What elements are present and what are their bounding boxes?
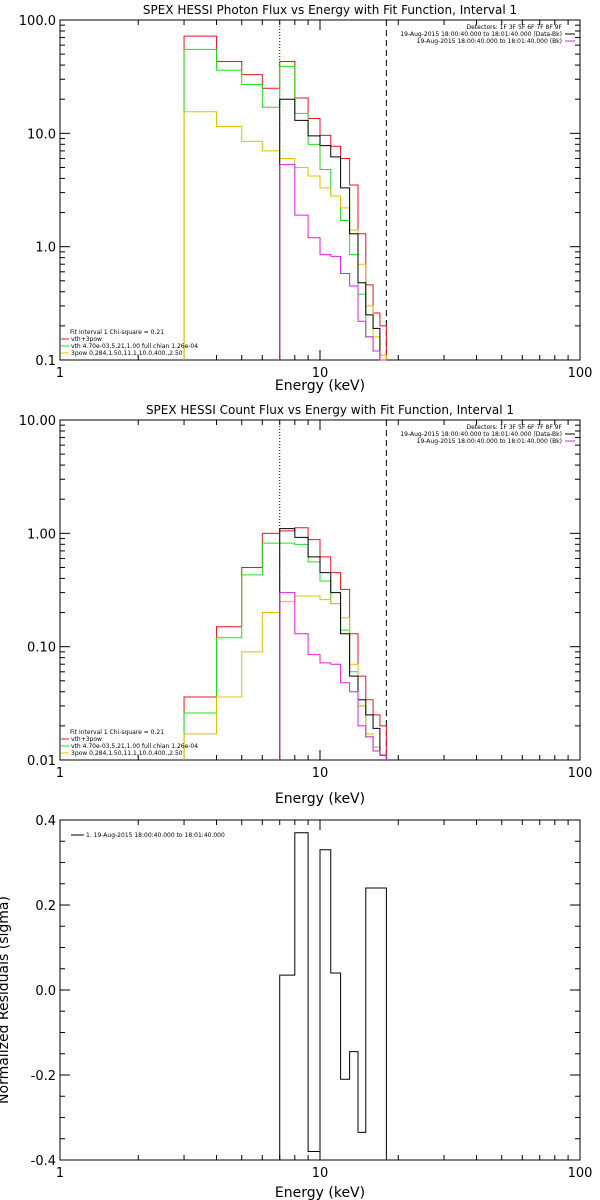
panel2-legend-topright-0: Detectors: 1F 3F 5F 6F 7F 8F 9F [466, 424, 562, 431]
panel1-legend-topright-1: 19-Aug-2015 18:00:40.000 to 18:01:40.000… [400, 31, 562, 38]
residuals-xlabel: Energy (keV) [275, 1185, 365, 1200]
photon-flux-frame [59, 19, 581, 361]
panel2-ytick-label-1: 0.10 [27, 641, 56, 656]
panel2-ytick-label-3: 10.00 [19, 414, 56, 429]
photon-flux-title: SPEX HESSI Photon Flux vs Energy with Fi… [143, 3, 517, 17]
panel1-xtick-label-0: 1 [56, 366, 64, 381]
panel1-xtick-label-2: 100 [568, 366, 593, 381]
panel1-legend-bottomleft-0: Fit Interval 1 Chi-square = 0.21 [70, 329, 164, 336]
panel1-ytick-label-2: 10.0 [27, 127, 56, 142]
panel2-xtick-label-2: 100 [568, 766, 593, 781]
panel2-legend-topright-2: 19-Aug-2015 18:00:40.000 to 18:01:40.000… [417, 438, 562, 445]
panel1-legend-bottomleft-3: 3pow 0.284,1.50,11.1,10.0,400.,2.50 [71, 350, 183, 357]
panel3-xtick-label-1: 10 [312, 1166, 329, 1181]
panel1-series-black [279, 98, 387, 361]
panel1-xtick-label-1: 10 [312, 366, 329, 381]
panel2-ytick-label-2: 1.00 [27, 527, 56, 542]
panel2-legend-bottomleft-1: vth+3pow [71, 736, 102, 743]
panel1-legend-bottomleft-2: vth 4.70e-03,5.21,1.00 full chian 1.26e-… [71, 343, 198, 350]
panel3-ytick-label-4: 0.4 [35, 814, 56, 829]
panel1-series-magenta [279, 164, 387, 361]
panel1-legend-topright-2: 19-Aug-2015 18:00:40.000 to 18:01:40.000… [417, 38, 562, 45]
panel2-xtick-label-1: 10 [312, 766, 329, 781]
panel2-legend-bottomleft-0: Fit Interval 1 Chi-square = 0.21 [70, 729, 164, 736]
panel1-ytick-label-1: 1.0 [35, 241, 56, 256]
panel2-legend-bottomleft-3: 3pow 0.284,1.50,11.1,10.0,400.,2.50 [71, 750, 183, 757]
panel1-series-red [183, 35, 387, 360]
photon-flux-xlabel: Energy (keV) [275, 378, 365, 394]
panel2-series-red [183, 527, 387, 760]
residuals-panel: Energy (keV) Normalized Residuals (sigma… [0, 819, 581, 1200]
panel3-ytick-label-1: -0.2 [31, 1069, 56, 1084]
panel3-ytick-label-3: 0.2 [35, 899, 56, 914]
residuals-ylabel: Normalized Residuals (sigma) [0, 896, 12, 1104]
count-flux-frame [59, 419, 581, 761]
count-flux-xlabel: Energy (keV) [275, 791, 365, 807]
panel3-ytick-label-2: 0.0 [35, 984, 56, 999]
count-flux-panel: SPEX HESSI Count Flux vs Energy with Fit… [59, 403, 581, 807]
panel3-xtick-label-2: 100 [568, 1166, 593, 1181]
panel1-series-green [183, 48, 387, 361]
panel1-legend-bottomleft-1: vth+3pow [71, 336, 102, 343]
panel3-series-black [279, 832, 387, 1160]
panel3-xtick-label-0: 1 [56, 1166, 64, 1181]
panel2-legend-topright-1: 19-Aug-2015 18:00:40.000 to 18:01:40.000… [400, 431, 562, 438]
panel3-ytick-label-0: -0.4 [31, 1154, 56, 1169]
panel2-series-yellow [183, 595, 387, 760]
panel2-ytick-label-0: 0.01 [27, 754, 56, 769]
panel1-legend-topright-0: Detectors: 1F 3F 5F 6F 7F 8F 9F [466, 24, 562, 31]
panel1-ytick-label-3: 100.0 [19, 14, 56, 29]
count-flux-title: SPEX HESSI Count Flux vs Energy with Fit… [146, 403, 514, 417]
panel2-series-black [279, 528, 387, 760]
panel1-series-yellow [183, 111, 387, 360]
panel3-legend-topleft-0: 1. 19-Aug-2015 18:00:40.000 to 18:01:40.… [86, 832, 225, 839]
panel1-ytick-label-0: 0.1 [35, 354, 56, 369]
panel2-series-magenta [279, 592, 387, 760]
panel2-legend-bottomleft-2: vth 4.70e-03,5.21,1.00 full chian 1.26e-… [71, 743, 198, 750]
panel2-series-green [183, 542, 387, 760]
panel2-xtick-label-0: 1 [56, 766, 64, 781]
